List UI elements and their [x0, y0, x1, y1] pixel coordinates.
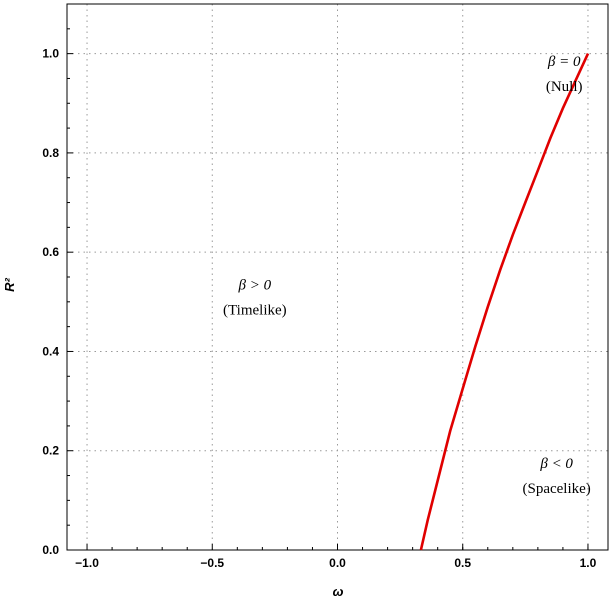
annotation-condition: β > 0	[238, 277, 272, 293]
annotation-type: (Spacelike)	[522, 481, 590, 497]
annotation-timelike: β > 0 (Timelike)	[223, 277, 287, 318]
y-tick-label: 0.0	[42, 543, 59, 557]
x-tick-label: 0.5	[454, 556, 471, 570]
grid-lines	[67, 4, 608, 550]
series-line	[419, 53, 590, 551]
y-axis: 0.0 0.2 0.4 0.6 0.8 1.0	[42, 28, 73, 557]
annotation-type: (Timelike)	[223, 302, 287, 318]
y-axis-label: R²	[2, 277, 17, 291]
x-tick-label: 1.0	[580, 556, 597, 570]
x-tick-label: −1.0	[75, 556, 99, 570]
x-axis-label: ω	[333, 584, 344, 599]
y-tick-label: 0.6	[42, 245, 59, 259]
x-tick-label: 0.0	[329, 556, 346, 570]
plot-frame	[66, 3, 609, 551]
annotation-condition: β < 0	[539, 456, 573, 472]
series-layer	[419, 53, 590, 551]
annotations: β = 0 (Null) β > 0 (Timelike) β < 0 (Spacelik…	[223, 54, 591, 497]
annotation-null: β = 0 (Null)	[546, 54, 583, 95]
y-tick-label: 0.4	[42, 344, 59, 358]
y-tick-label: 0.2	[42, 444, 59, 458]
x-tick-label: −0.5	[200, 556, 224, 570]
annotation-spacelike: β < 0 (Spacelike)	[522, 456, 590, 497]
y-tick-label: 1.0	[42, 47, 59, 61]
annotation-type: (Null)	[546, 79, 583, 95]
y-tick-label: 0.8	[42, 146, 59, 160]
x-axis: −1.0 −0.5 0.0 0.5 1.0	[75, 544, 597, 570]
annotation-condition: β = 0	[547, 54, 581, 70]
